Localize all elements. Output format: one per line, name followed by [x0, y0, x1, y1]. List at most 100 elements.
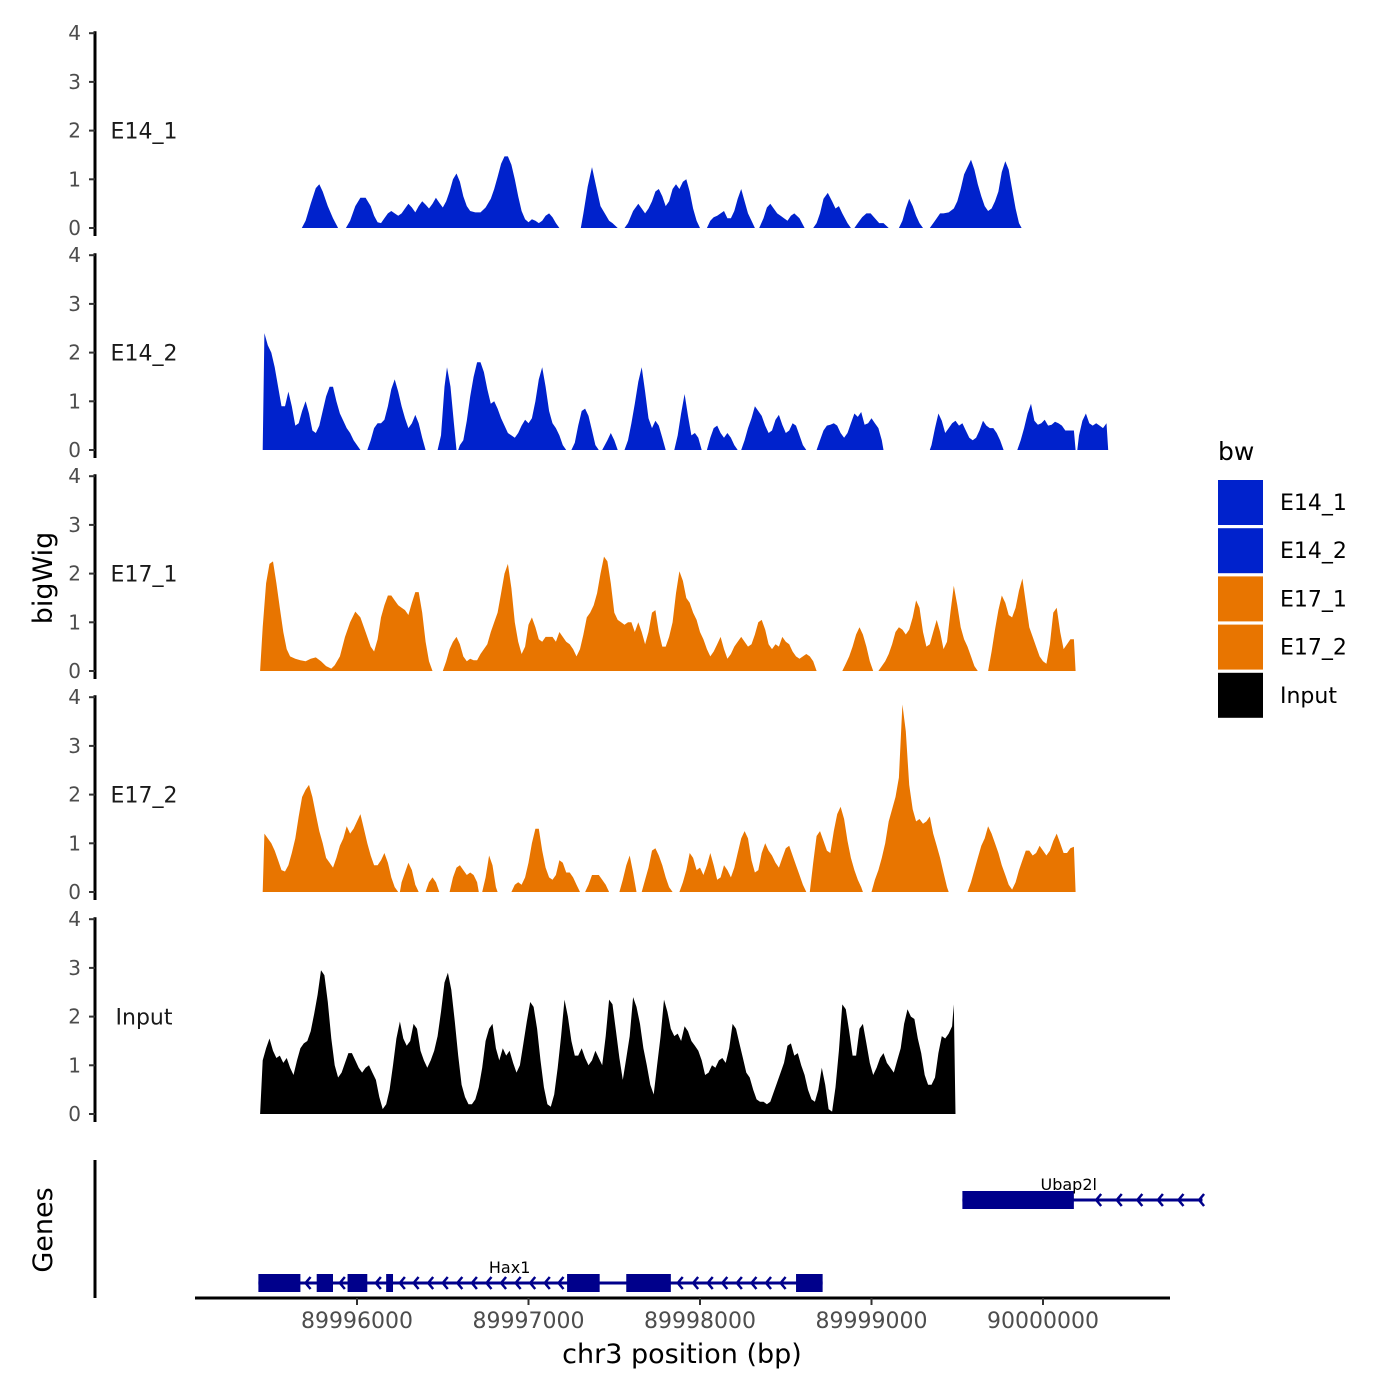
exon: [347, 1274, 368, 1292]
strand-arrow: [1176, 1193, 1185, 1207]
strand-arrow: [338, 1276, 346, 1290]
signal-area: [260, 561, 433, 671]
legend: bw E14_1 E14_2 E17_1 E17_2 Input: [1218, 437, 1347, 718]
track-label: E14_2: [111, 342, 178, 367]
strand-arrow: [374, 1276, 382, 1290]
signal-area: [399, 862, 419, 892]
y-tick-label: 1: [68, 167, 81, 191]
signal-area: [624, 367, 666, 450]
signal-area: [511, 828, 580, 892]
exon: [626, 1274, 671, 1292]
strand-arrow: [303, 1276, 312, 1290]
exon: [796, 1274, 823, 1292]
y-tick-label: 3: [68, 956, 81, 980]
x-axis-title: chr3 position (bp): [562, 1339, 802, 1370]
signal-area: [929, 413, 1007, 450]
signal-area: [619, 855, 637, 892]
signal-area: [482, 855, 498, 892]
legend-swatch: [1218, 672, 1263, 718]
y-tick-label: 3: [68, 513, 81, 537]
signal-area: [706, 425, 738, 450]
signal-area: [449, 865, 479, 892]
strand-arrow: [1197, 1193, 1206, 1207]
gene-label: Hax1: [489, 1258, 530, 1277]
gene-ubap2l: Ubap2l: [962, 1175, 1206, 1209]
signal-area: [262, 784, 399, 892]
signal-area: [262, 333, 361, 450]
legend-swatch: [1218, 528, 1263, 574]
y-tick-label: 0: [68, 438, 81, 462]
exon: [962, 1191, 1074, 1209]
track-label: E14_1: [111, 120, 178, 145]
signal-area: [425, 877, 440, 892]
strand-arrow: [676, 1276, 684, 1290]
strand-arrow: [528, 1276, 537, 1290]
signal-area: [842, 627, 874, 671]
signal-area: [706, 189, 755, 228]
y-tick-label: 3: [68, 734, 81, 758]
strand-arrow: [441, 1276, 449, 1290]
y-tick-label: 0: [68, 216, 81, 240]
y-tick-label: 3: [68, 70, 81, 94]
y-tick-label: 0: [68, 659, 81, 683]
signal-area: [624, 179, 700, 228]
y-tick-label: 1: [68, 610, 81, 634]
signal-area: [967, 826, 1076, 892]
strand-arrow: [426, 1276, 435, 1290]
signal-area: [809, 806, 863, 892]
y-tick-label: 4: [68, 907, 81, 931]
strand-arrow: [543, 1276, 551, 1290]
x-tick-label: 89997000: [473, 1309, 585, 1334]
signal-area: [458, 362, 567, 450]
strand-arrow: [514, 1276, 522, 1290]
x-axis: 89996000 89997000 89998000 89999000 90000000: [195, 1296, 1170, 1334]
signal-area: [1017, 403, 1076, 450]
signal-area: [345, 156, 560, 228]
track-E17_2: 0 1 2 3 4 E17_2: [68, 685, 1076, 904]
x-tick-label: 90000000: [987, 1309, 1099, 1334]
signal-area: [854, 213, 889, 228]
signal-area: [929, 159, 1022, 228]
signal-area: [898, 198, 923, 228]
x-tick-label: 89998000: [644, 1309, 756, 1334]
y-tick-label: 2: [68, 341, 81, 365]
signal-area: [260, 970, 956, 1114]
y-tick-label: 2: [68, 783, 81, 807]
track-E14_1: 0 1 2 3 4 E14_1: [68, 21, 1022, 240]
strand-arrow: [1094, 1193, 1103, 1207]
strand-arrow: [455, 1276, 464, 1290]
strand-arrow: [470, 1276, 478, 1290]
strand-arrow: [411, 1276, 420, 1290]
signal-area: [878, 585, 978, 671]
track-label: Input: [116, 1006, 173, 1031]
signal-area: [816, 412, 884, 450]
y-tick-label: 1: [68, 831, 81, 855]
x-tick-label: 89996000: [301, 1309, 413, 1334]
genes-layer: Hax1 Ubap2l: [93, 1160, 1206, 1298]
signal-area: [585, 875, 610, 892]
exon: [567, 1274, 600, 1292]
strand-arrow: [706, 1276, 714, 1290]
signal-area: [813, 192, 851, 228]
y-tick-label: 4: [68, 243, 81, 267]
y-tick-label: 4: [68, 685, 81, 709]
track-E17_1: 0 1 2 3 4 E17_1: [68, 464, 1076, 683]
tracks-layer: 0 1 2 3 4 E14_1 0 1 2 3 4 E14_2 0 1 2 3 4 E17_1 0 1 2 3 4 E17_2…: [68, 21, 1109, 1126]
signal-area: [871, 704, 949, 892]
legend-label: E14_2: [1280, 539, 1347, 564]
y-tick-label: 3: [68, 292, 81, 316]
signal-area: [301, 184, 339, 228]
track-label: E17_2: [111, 784, 178, 809]
y-tick-label: 1: [68, 1053, 81, 1077]
signal-area: [674, 394, 702, 450]
strand-arrow: [1135, 1193, 1144, 1207]
track-E14_2: 0 1 2 3 4 E14_2: [68, 243, 1109, 462]
gene-label: Ubap2l: [1040, 1175, 1096, 1194]
signal-area: [580, 167, 618, 228]
strand-arrow: [720, 1276, 729, 1290]
strand-arrow: [1156, 1193, 1164, 1207]
legend-swatch: [1218, 624, 1263, 670]
exon: [316, 1274, 333, 1292]
y-axis-title: bigWig: [28, 532, 59, 625]
